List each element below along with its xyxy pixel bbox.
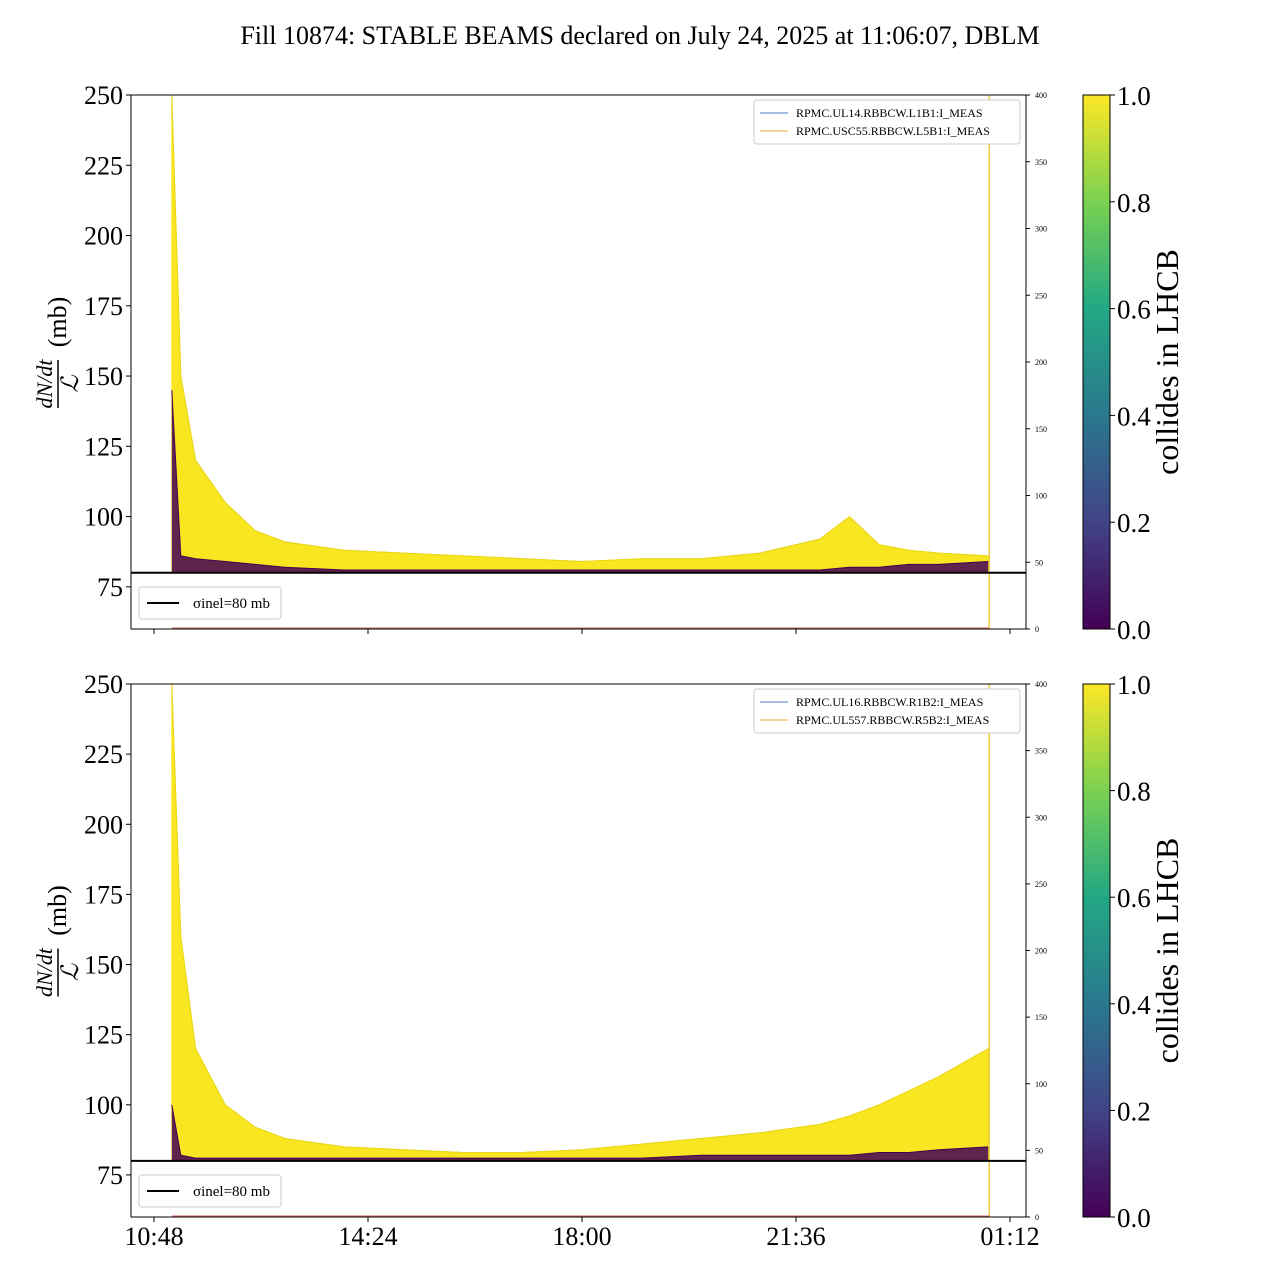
series-legend: RPMC.UL14.RBBCW.L1B1:I_MEAS RPMC.USC55.RB… [753,99,1021,145]
y-tick-label: 100 [84,503,123,532]
y-tick-label: 150 [84,362,123,391]
y-tick-label: 175 [84,880,123,909]
y-label-unit: (mb) [43,885,72,936]
series-high-line [171,95,989,563]
y-label-numerator: dN/dt [32,359,57,409]
legend-entry-2: RPMC.USC55.RBBCW.L5B1:I_MEAS [796,124,990,138]
colorbar-tick-label: 0.2 [1117,508,1151,538]
series-low-line [171,390,989,571]
colorbar-tick-label: 0.6 [1117,295,1151,325]
legend-entry-2: RPMC.UL557.RBBCW.R5B2:I_MEAS [796,713,989,727]
colorbar-tick-label: 0.4 [1117,401,1151,431]
series-legend: RPMC.UL16.RBBCW.R1B2:I_MEAS RPMC.UL557.RB… [753,688,1021,734]
legend-box [753,99,1021,145]
y2-tick-label: 400 [1035,91,1047,100]
y-tick-label: 125 [84,1021,123,1050]
sigma-legend-box [138,1174,282,1208]
y2-tick-label: 350 [1035,158,1047,167]
colorbar [1082,94,1111,630]
y-label-numerator: dN/dt [32,947,57,997]
data-layer [171,684,990,1217]
data-layer [171,95,990,629]
colorbar-label: collides in LHCB [1149,838,1185,1064]
sigma-legend: σinel=80 mb [138,1174,282,1208]
sigma-legend-box [138,586,282,620]
series-low-line [171,1104,989,1159]
series-high-line [171,684,989,1153]
y2-tick-label: 200 [1035,358,1047,367]
x-tick-label: 18:00 [552,1222,611,1251]
y-label-unit: (mb) [43,297,72,348]
x-tick-label: 14:24 [338,1222,397,1251]
y-label-denominator: ℒ [58,375,84,393]
y-tick-label: 225 [84,740,123,769]
y-tick-label: 175 [84,292,123,321]
time-axis: 10:48 14:24 18:00 21:36 01:12 [124,1222,1039,1251]
legend-entry-1: RPMC.UL14.RBBCW.L1B1:I_MEAS [796,106,983,120]
y-tick-label: 200 [84,222,123,251]
y2-tick-label: 0 [1035,625,1039,634]
bottom-panel: 75 100 125 150 175 200 225 250 0 50 100 150 200 250 30… [32,670,1185,1233]
y2-tick-label: 50 [1035,1146,1043,1155]
colorbar-tick-label: 0.4 [1117,990,1151,1020]
sigma-legend: σinel=80 mb [138,586,282,620]
y2-tick-label: 150 [1035,425,1047,434]
colorbar-label: collides in LHCB [1149,249,1185,475]
y2-tick-label: 250 [1035,880,1047,889]
y2-tick-label: 100 [1035,1080,1047,1089]
figure-title: Fill 10874: STABLE BEAMS declared on Jul… [240,21,1039,50]
colorbar-tick-label: 0.0 [1117,615,1151,645]
sigma-legend-label: σinel=80 mb [193,596,270,612]
legend-box [753,688,1021,734]
x-tick-label: 01:12 [980,1222,1039,1251]
y2-tick-label: 100 [1035,492,1047,501]
colorbar-tick-label: 0.0 [1117,1203,1151,1233]
colorbar-tick-label: 0.2 [1117,1096,1151,1126]
x-tick-label: 21:36 [766,1222,825,1251]
x-tick-label: 10:48 [124,1222,183,1251]
y2-tick-label: 250 [1035,291,1047,300]
y2-tick-label: 50 [1035,558,1043,567]
y-tick-label: 225 [84,151,123,180]
y-tick-label: 100 [84,1091,123,1120]
y2-tick-label: 0 [1035,1213,1039,1222]
y-tick-label: 150 [84,951,123,980]
colorbar-tick-label: 1.0 [1117,81,1151,111]
y-axis-label: dN/dt ℒ (mb) [32,885,84,997]
y-label-denominator: ℒ [58,963,84,981]
colorbar [1082,683,1111,1218]
y-tick-label: 75 [97,1161,123,1190]
colorbar-tick-label: 1.0 [1117,670,1151,700]
y2-tick-label: 300 [1035,813,1047,822]
y-tick-label: 200 [84,810,123,839]
y2-tick-label: 150 [1035,1013,1047,1022]
y-tick-label: 250 [84,81,123,110]
y-tick-label: 125 [84,432,123,461]
colorbar-tick-label: 0.6 [1117,883,1151,913]
legend-entry-1: RPMC.UL16.RBBCW.R1B2:I_MEAS [796,695,983,709]
sigma-legend-label: σinel=80 mb [193,1184,270,1200]
y-axis-label: dN/dt ℒ (mb) [32,297,84,409]
top-panel: 75 100 125 150 175 200 225 250 0 50 100 150 200 250 30… [32,81,1185,645]
colorbar-tick-label: 0.8 [1117,188,1151,218]
collides-low-band [171,1104,989,1161]
colorbar-tick-label: 0.8 [1117,777,1151,807]
y-tick-label: 75 [97,573,123,602]
y2-tick-label: 350 [1035,747,1047,756]
y2-tick-label: 300 [1035,225,1047,234]
y2-tick-label: 400 [1035,680,1047,689]
y2-tick-label: 200 [1035,947,1047,956]
y-tick-label: 250 [84,670,123,699]
